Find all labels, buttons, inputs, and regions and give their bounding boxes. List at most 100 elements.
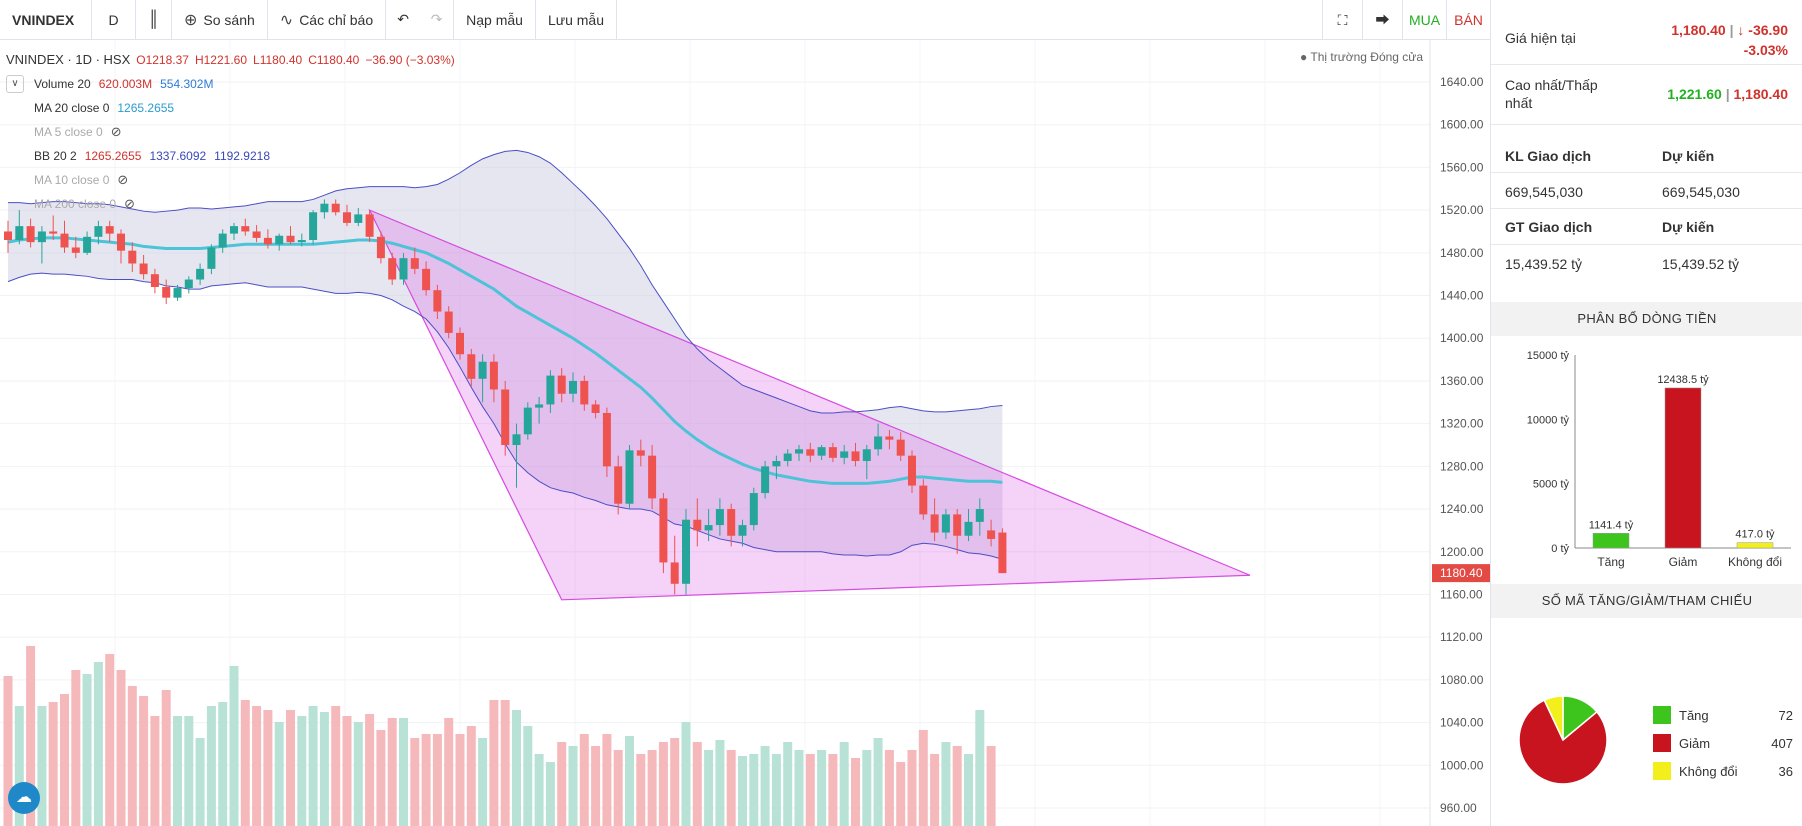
candle-body: [659, 498, 668, 563]
symbol-search-button[interactable]: VNINDEX: [0, 0, 92, 40]
legend-ma200-label[interactable]: MA 200 close 0: [34, 197, 117, 211]
pie-legend-count: 36: [1778, 763, 1793, 779]
sell-button[interactable]: BÁN: [1446, 0, 1490, 40]
hidden-eye-icon[interactable]: ⊘: [117, 172, 129, 187]
interval-button[interactable]: D: [92, 0, 136, 40]
volume-bar: [794, 750, 804, 826]
candle-body: [162, 286, 171, 298]
buy-button[interactable]: MUA: [1402, 0, 1446, 40]
volume-bar: [229, 666, 239, 826]
candle-body: [422, 268, 431, 291]
load-template-button[interactable]: Nạp mẫu: [454, 0, 536, 40]
volume-bar: [252, 706, 262, 826]
redo-button[interactable]: ↷: [420, 0, 455, 40]
volume-bar: [670, 738, 680, 826]
volume-bar: [399, 718, 408, 826]
candle-body: [331, 203, 340, 213]
volume-bar: [534, 754, 544, 826]
candle-body: [207, 247, 216, 269]
current-price-block: 1,180.40 | ↓ -36.90 -3.03%: [1628, 22, 1788, 58]
candle-body: [263, 237, 272, 245]
candle-body: [602, 412, 611, 467]
indicators-button[interactable]: ∿ Các chỉ báo: [268, 0, 387, 40]
candle-body: [478, 361, 487, 379]
candle-body: [26, 226, 35, 243]
hidden-eye-icon[interactable]: ⊘: [110, 124, 122, 139]
candle-body: [241, 226, 250, 232]
fullscreen-icon: ⛶: [1337, 11, 1348, 28]
legend-bb-label[interactable]: BB 20 2: [34, 149, 77, 163]
kl-expected-label: Dự kiến: [1662, 148, 1715, 164]
volume-bar: [297, 716, 307, 826]
legend-ma20-label[interactable]: MA 20 close 0: [34, 101, 110, 115]
volume-bar: [591, 746, 601, 826]
volume-bar: [647, 750, 657, 826]
pie-legend-swatch: [1653, 734, 1671, 752]
save-template-button[interactable]: Lưu mẫu: [536, 0, 618, 40]
current-price-label: Giá hiện tại: [1505, 30, 1576, 46]
candle-body: [105, 226, 114, 234]
undo-button[interactable]: ↶: [386, 0, 420, 40]
share-button[interactable]: ⮕: [1362, 0, 1402, 40]
legend-open: O1218.37: [136, 53, 189, 67]
kl-expected: 669,545,030: [1662, 184, 1740, 200]
indicator-wave-icon: ∿: [279, 11, 294, 29]
flow-y-tick-label: 10000 tỷ: [1527, 414, 1570, 426]
volume-bar: [184, 716, 194, 826]
market-status: ● Thị trường Đóng cửa: [1300, 50, 1424, 64]
plus-circle-icon: ⊕: [184, 11, 198, 29]
price-chart[interactable]: 960.00 1000.00 1040.00 1080.00 1120.00 1160.0…: [0, 40, 1490, 826]
price-axis-tick-label: 1080.00: [1440, 673, 1484, 687]
candle-body: [772, 461, 781, 467]
compare-button[interactable]: ⊕ So sánh: [172, 0, 268, 40]
candle-body: [501, 389, 510, 445]
price-axis-tick-label: 1360.00: [1440, 374, 1484, 388]
volume-bar: [715, 740, 725, 826]
volume-bar: [975, 710, 985, 826]
volume-bar: [738, 756, 747, 826]
tradingview-logo-icon[interactable]: ☁: [8, 782, 40, 814]
volume-bar: [48, 702, 58, 826]
candle-body: [727, 509, 736, 536]
volume-bar: [286, 710, 295, 826]
candle-body: [150, 274, 159, 287]
candle-body: [704, 525, 713, 531]
fullscreen-button[interactable]: ⛶: [1322, 0, 1362, 40]
candle-body: [388, 258, 397, 280]
volume-bar: [862, 750, 872, 826]
volume-bar: [851, 758, 860, 826]
down-arrow-icon: ↓: [1737, 22, 1745, 38]
candle-body: [230, 226, 238, 234]
flow-category-label: Không đổi: [1728, 555, 1782, 569]
candle-body: [828, 447, 837, 458]
legend-main-row: VNINDEX · 1D · HSX O1218.37 H1221.60 L11…: [6, 48, 455, 72]
candle-body: [320, 203, 329, 213]
legend-ma5-label[interactable]: MA 5 close 0: [34, 125, 103, 139]
price-chart-canvas[interactable]: 960.00 1000.00 1040.00 1080.00 1120.00 1160.0…: [0, 40, 1490, 826]
candle-body: [37, 231, 46, 243]
divider: [1491, 172, 1802, 173]
price-axis-tick-label: 1120.00: [1440, 630, 1483, 644]
volume-bar: [884, 750, 894, 826]
legend-collapse-button[interactable]: ∨: [6, 75, 24, 93]
candle-body: [885, 436, 894, 440]
candle-body: [489, 361, 498, 390]
price-axis-tick-label: 1320.00: [1440, 417, 1484, 431]
volume-bar: [387, 718, 397, 826]
volume-bar: [839, 742, 849, 826]
pie-legend-label: Giảm: [1679, 735, 1711, 751]
legend-volume-label[interactable]: Volume 20: [34, 77, 91, 91]
candle-body: [376, 236, 385, 259]
hidden-eye-icon[interactable]: ⊘: [124, 196, 135, 211]
divider: [1491, 244, 1802, 245]
volume-bar: [523, 726, 533, 826]
candle-body: [399, 258, 408, 280]
pie-legend-count: 407: [1771, 735, 1793, 751]
volume-bar: [896, 762, 906, 826]
candle-body: [941, 514, 950, 533]
volume-bar: [116, 670, 126, 826]
price-axis-tick-label: 1160.00: [1440, 587, 1483, 601]
price-axis-tick-label: 1040.00: [1440, 716, 1484, 730]
legend-ma10-label[interactable]: MA 10 close 0: [34, 173, 110, 187]
chart-type-button[interactable]: ║: [136, 0, 172, 40]
